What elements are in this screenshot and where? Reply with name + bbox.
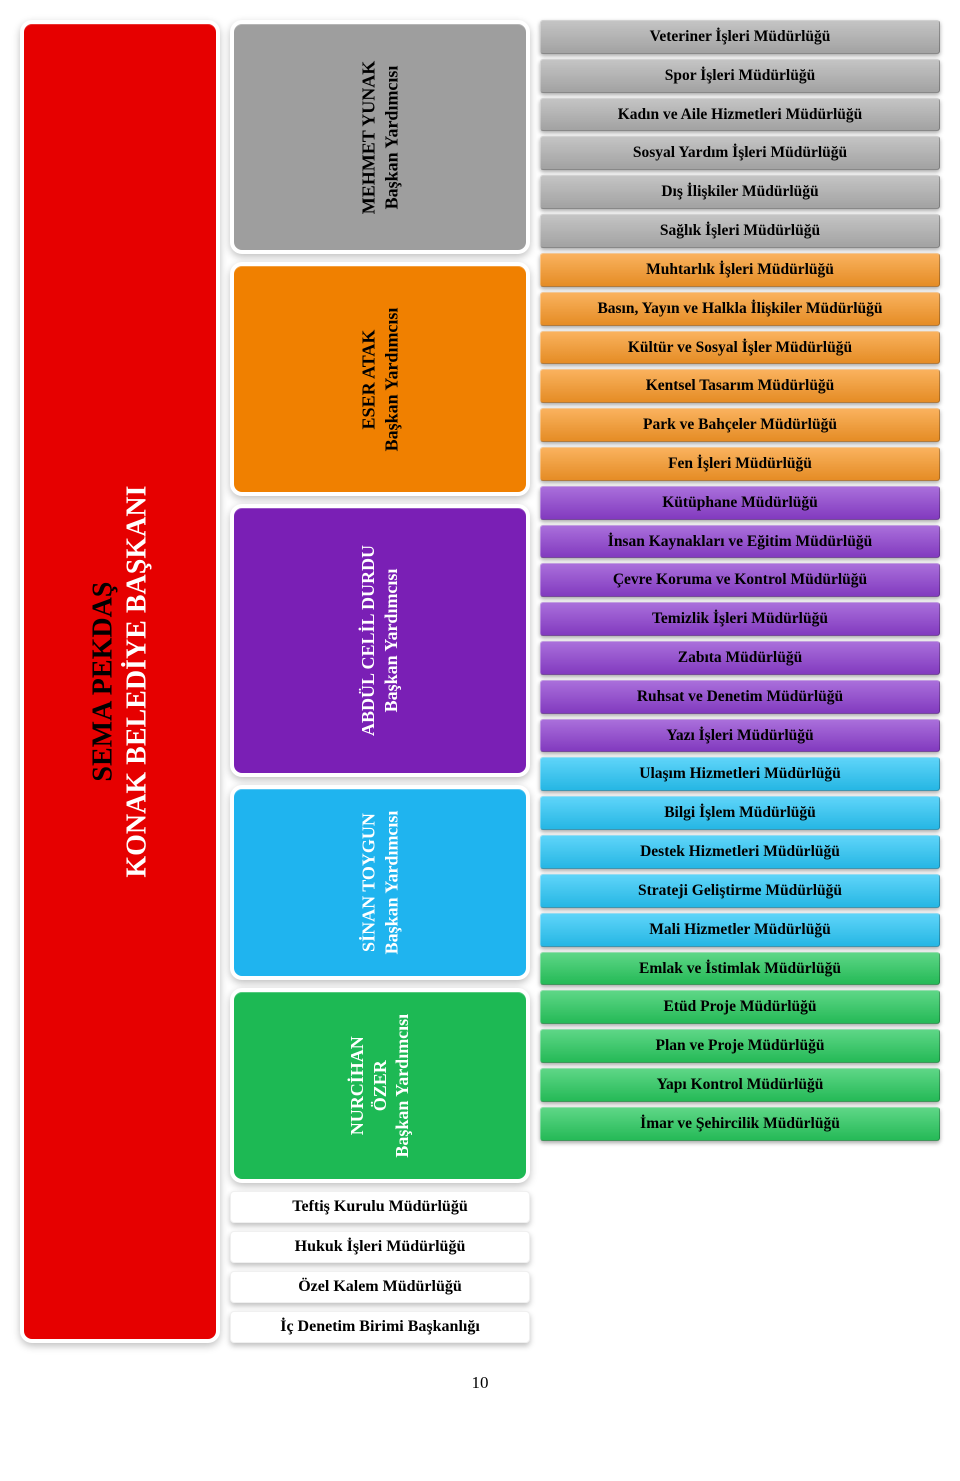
deputy-title: Başkan Yardımcısı [380, 307, 403, 451]
deputy-title: Başkan Yardımcısı [380, 60, 403, 214]
department-bar: Ruhsat ve Denetim Müdürlüğü [540, 680, 940, 714]
department-bar: Dış İlişkiler Müdürlüğü [540, 175, 940, 209]
deputy-text: SİNAN TOYGUNBaşkan Yardımcısı [357, 811, 402, 955]
deputy-box: ABDÜL CELİL DURDUBaşkan Yardımcısı [230, 504, 530, 777]
department-bar: Fen İşleri Müdürlüğü [540, 447, 940, 481]
department-bar: Emlak ve İstimlak Müdürlüğü [540, 952, 940, 986]
department-bar: Kütüphane Müdürlüğü [540, 486, 940, 520]
page-number: 10 [20, 1373, 940, 1393]
deputy-name: NURCİHAN [346, 1014, 369, 1158]
deputy-name: ESER ATAK [357, 307, 380, 451]
department-bar: Temizlik İşleri Müdürlüğü [540, 602, 940, 636]
department-bar: Basın, Yayın ve Halkla İlişkiler Müdürlü… [540, 292, 940, 326]
deputies-column: MEHMET YUNAKBaşkan YardımcısıESER ATAKBa… [230, 20, 530, 1343]
president-text: SEMA PEKDAŞ KONAK BELEDİYE BAŞKANI [86, 485, 153, 877]
department-bar: İnsan Kaynakları ve Eğitim Müdürlüğü [540, 525, 940, 559]
deputy-name: ABDÜL CELİL DURDU [357, 545, 380, 736]
president-name: SEMA PEKDAŞ [86, 485, 120, 877]
deputy-name: SİNAN TOYGUN [357, 811, 380, 955]
department-bar: Plan ve Proje Müdürlüğü [540, 1029, 940, 1063]
president-title: KONAK BELEDİYE BAŞKANI [120, 485, 154, 877]
deputy-title: Başkan Yardımcısı [380, 811, 403, 955]
deputy-box: MEHMET YUNAKBaşkan Yardımcısı [230, 20, 530, 254]
department-bar: Veteriner İşleri Müdürlüğü [540, 20, 940, 54]
deputy-title: Başkan Yardımcısı [391, 1014, 414, 1158]
department-bar: Sağlık İşleri Müdürlüğü [540, 214, 940, 248]
deputy-box: SİNAN TOYGUNBaşkan Yardımcısı [230, 785, 530, 980]
department-bar: İmar ve Şehircilik Müdürlüğü [540, 1107, 940, 1141]
department-bar: Mali Hizmetler Müdürlüğü [540, 913, 940, 947]
direct-unit: İç Denetim Birimi Başkanlığı [230, 1311, 530, 1343]
org-chart: SEMA PEKDAŞ KONAK BELEDİYE BAŞKANI MEHME… [20, 20, 940, 1343]
deputy-name: MEHMET YUNAK [357, 60, 380, 214]
department-bar: Kadın ve Aile Hizmetleri Müdürlüğü [540, 98, 940, 132]
department-bar: Park ve Bahçeler Müdürlüğü [540, 408, 940, 442]
deputy-text: MEHMET YUNAKBaşkan Yardımcısı [357, 60, 402, 214]
departments-column: Veteriner İşleri Müdürlüğü Spor İşleri Mü… [540, 20, 940, 1343]
direct-unit: Hukuk İşleri Müdürlüğü [230, 1231, 530, 1263]
deputy-text: ESER ATAKBaşkan Yardımcısı [357, 307, 402, 451]
department-bar: Spor İşleri Müdürlüğü [540, 59, 940, 93]
deputy-text: NURCİHANÖZERBaşkan Yardımcısı [346, 1014, 414, 1158]
deputy-box: ESER ATAKBaşkan Yardımcısı [230, 262, 530, 496]
department-bar: Yapı Kontrol Müdürlüğü [540, 1068, 940, 1102]
department-bar: Destek Hizmetleri Müdürlüğü [540, 835, 940, 869]
department-bar: Etüd Proje Müdürlüğü [540, 990, 940, 1024]
department-bar: Kültür ve Sosyal İşler Müdürlüğü [540, 331, 940, 365]
department-bar: Çevre Koruma ve Kontrol Müdürlüğü [540, 563, 940, 597]
direct-unit: Özel Kalem Müdürlüğü [230, 1271, 530, 1303]
department-bar: Sosyal Yardım İşleri Müdürlüğü [540, 136, 940, 170]
president-panel: SEMA PEKDAŞ KONAK BELEDİYE BAŞKANI [20, 20, 220, 1343]
department-bar: Kentsel Tasarım Müdürlüğü [540, 369, 940, 403]
department-bar: Yazı İşleri Müdürlüğü [540, 719, 940, 753]
department-bar: Strateji Geliştirme Müdürlüğü [540, 874, 940, 908]
department-bar: Ulaşım Hizmetleri Müdürlüğü [540, 757, 940, 791]
department-bar: Bilgi İşlem Müdürlüğü [540, 796, 940, 830]
department-bar: Zabıta Müdürlüğü [540, 641, 940, 675]
direct-unit: Teftiş Kurulu Müdürlüğü [230, 1191, 530, 1223]
deputy-name: ÖZER [369, 1014, 392, 1158]
deputy-text: ABDÜL CELİL DURDUBaşkan Yardımcısı [357, 545, 402, 736]
deputy-title: Başkan Yardımcısı [380, 545, 403, 736]
deputy-box: NURCİHANÖZERBaşkan Yardımcısı [230, 988, 530, 1183]
department-bar: Muhtarlık İşleri Müdürlüğü [540, 253, 940, 287]
